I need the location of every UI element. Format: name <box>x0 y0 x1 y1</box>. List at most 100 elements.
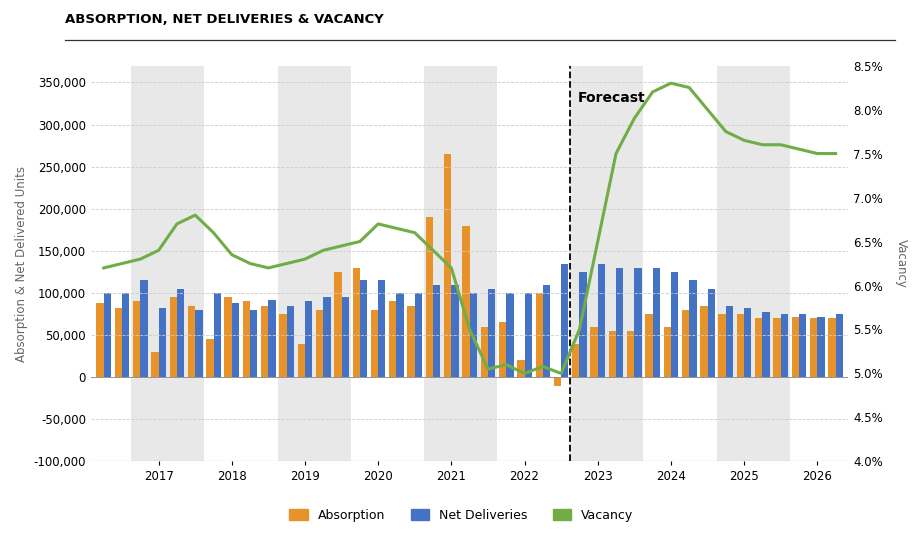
Bar <box>213 293 221 377</box>
Vacancy <box>299 256 310 262</box>
Bar <box>781 314 788 377</box>
Bar <box>828 318 835 377</box>
Bar <box>323 297 330 377</box>
Vacancy <box>738 137 749 144</box>
Vacancy <box>446 265 457 271</box>
Vacancy <box>720 128 731 135</box>
Vacancy <box>574 326 585 333</box>
Bar <box>371 310 378 377</box>
Bar <box>570 65 643 461</box>
Bar <box>645 314 653 377</box>
Bar <box>517 360 524 377</box>
Bar <box>561 264 569 377</box>
Bar <box>634 267 641 377</box>
Vacancy <box>336 243 347 249</box>
Bar <box>280 314 287 377</box>
Text: ABSORPTION, NET DELIVERIES & VACANCY: ABSORPTION, NET DELIVERIES & VACANCY <box>65 13 383 26</box>
Bar <box>414 293 422 377</box>
Bar <box>159 308 166 377</box>
Bar <box>103 293 111 377</box>
Bar <box>378 280 386 377</box>
Bar <box>250 310 258 377</box>
Bar <box>488 289 496 377</box>
Bar <box>506 293 513 377</box>
Bar <box>835 314 843 377</box>
Bar <box>608 331 616 377</box>
Bar <box>682 310 689 377</box>
Vacancy <box>98 265 109 271</box>
Y-axis label: Vacancy: Vacancy <box>895 239 908 288</box>
Vacancy <box>519 370 530 377</box>
Bar <box>360 280 367 377</box>
Vacancy <box>354 239 366 245</box>
Bar <box>725 306 733 377</box>
Vacancy <box>537 363 548 370</box>
Vacancy <box>189 212 200 218</box>
Bar <box>353 267 360 377</box>
Vacancy <box>116 260 127 267</box>
Bar <box>616 267 623 377</box>
Vacancy <box>263 265 274 271</box>
Bar <box>140 280 148 377</box>
Bar <box>554 377 561 385</box>
Vacancy <box>830 150 841 157</box>
Vacancy <box>245 260 256 267</box>
Vacancy <box>135 256 146 262</box>
Bar <box>224 297 232 377</box>
Vacancy <box>282 260 293 267</box>
Bar <box>444 154 451 377</box>
Bar <box>708 289 714 377</box>
Bar <box>426 217 433 377</box>
Text: Forecast: Forecast <box>578 91 645 105</box>
Vacancy <box>811 150 822 157</box>
Bar <box>671 272 678 377</box>
Bar <box>390 301 397 377</box>
Vacancy <box>409 229 420 236</box>
Bar <box>535 293 543 377</box>
Bar <box>151 352 159 377</box>
Vacancy <box>684 84 695 91</box>
Bar <box>481 326 488 377</box>
Vacancy <box>629 115 640 122</box>
Bar <box>755 318 762 377</box>
Bar <box>133 301 140 377</box>
Bar <box>627 331 634 377</box>
Bar <box>744 308 751 377</box>
Bar <box>591 326 598 377</box>
Bar <box>762 311 770 377</box>
Vacancy <box>483 366 494 373</box>
Vacancy <box>610 150 621 157</box>
Vacancy <box>794 146 805 152</box>
Vacancy <box>208 229 219 236</box>
Vacancy <box>647 89 658 95</box>
Bar <box>737 314 744 377</box>
Bar <box>122 293 129 377</box>
Bar <box>499 323 506 377</box>
Vacancy <box>373 221 384 227</box>
Bar <box>792 317 799 377</box>
Bar <box>524 293 532 377</box>
Bar <box>543 285 550 377</box>
Bar <box>470 293 477 377</box>
Bar <box>269 300 276 377</box>
Bar <box>243 301 250 377</box>
Bar <box>689 280 697 377</box>
Bar <box>451 285 459 377</box>
Vacancy <box>500 361 511 368</box>
Bar <box>195 310 202 377</box>
Vacancy <box>757 142 768 148</box>
Bar <box>397 293 403 377</box>
Bar <box>653 267 660 377</box>
Vacancy <box>593 239 604 245</box>
Vacancy <box>556 370 567 377</box>
Line: Vacancy: Vacancy <box>103 83 835 374</box>
Legend: Absorption, Net Deliveries, Vacancy: Absorption, Net Deliveries, Vacancy <box>284 504 639 527</box>
Bar <box>232 303 239 377</box>
Bar <box>206 339 213 377</box>
Bar <box>297 344 305 377</box>
Vacancy <box>665 80 677 86</box>
Bar <box>716 65 790 461</box>
Y-axis label: Absorption & Net Delivered Units: Absorption & Net Delivered Units <box>15 166 28 361</box>
Bar <box>177 289 185 377</box>
Bar <box>718 314 725 377</box>
